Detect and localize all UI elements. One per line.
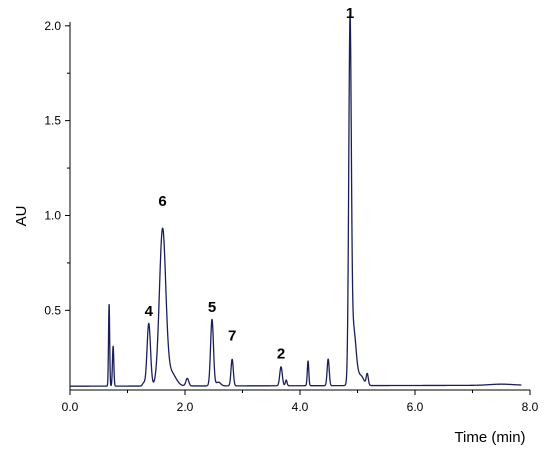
x-tick-label: 6.0 — [407, 400, 424, 414]
chromatogram-trace — [69, 14, 522, 387]
x-tick-label: 2.0 — [177, 400, 194, 414]
peak-label-7: 7 — [228, 328, 236, 345]
peak-label-6: 6 — [158, 193, 166, 210]
x-ticks: 0.0 2.0 4.0 6.0 8.0 — [62, 390, 539, 414]
y-tick-label: 1.0 — [44, 208, 61, 222]
y-tick-label: 1.5 — [44, 114, 61, 128]
axes — [69, 22, 530, 391]
peak-label-2: 2 — [277, 346, 285, 363]
peak-label-4: 4 — [145, 303, 154, 320]
y-ticks: 0.5 1.0 1.5 2.0 — [44, 19, 70, 317]
x-tick-label: 4.0 — [292, 400, 309, 414]
peak-labels: 1 2 4 5 6 7 — [145, 5, 355, 362]
y-axis-title: AU — [13, 206, 30, 227]
y-tick-label: 0.5 — [44, 303, 61, 317]
x-tick-label: 8.0 — [522, 400, 539, 414]
peak-label-1: 1 — [346, 5, 354, 22]
x-tick-label: 0.0 — [62, 400, 79, 414]
x-axis-title: Time (min) — [454, 429, 525, 446]
peak-label-5: 5 — [208, 299, 216, 316]
y-tick-label: 2.0 — [44, 19, 61, 33]
